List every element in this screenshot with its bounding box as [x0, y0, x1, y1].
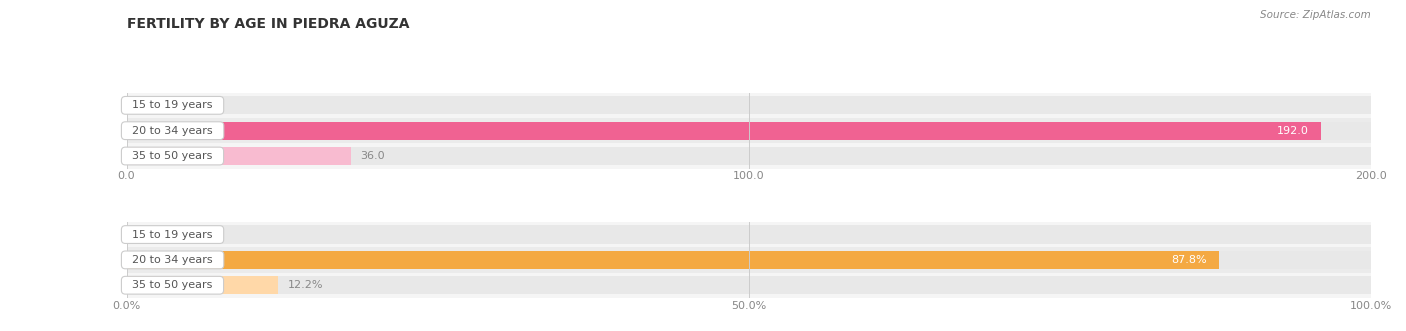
Bar — [127, 143, 1371, 169]
Bar — [127, 247, 1371, 272]
Bar — [127, 251, 1219, 269]
Text: 20 to 34 years: 20 to 34 years — [125, 255, 219, 265]
Bar — [127, 222, 1371, 247]
Text: 87.8%: 87.8% — [1171, 255, 1206, 265]
Bar — [127, 272, 1371, 298]
Bar — [127, 225, 1371, 244]
Bar — [127, 121, 1322, 140]
Bar — [127, 118, 1371, 143]
Bar — [127, 276, 278, 294]
Bar — [127, 93, 1371, 118]
Bar — [127, 251, 1371, 269]
Bar — [127, 276, 1371, 294]
Text: 0.0%: 0.0% — [136, 230, 165, 240]
Text: 15 to 19 years: 15 to 19 years — [125, 230, 219, 240]
Text: 36.0: 36.0 — [360, 151, 385, 161]
Text: 12.2%: 12.2% — [288, 280, 323, 290]
Bar — [127, 147, 1371, 165]
Text: 35 to 50 years: 35 to 50 years — [125, 151, 219, 161]
Bar — [127, 147, 350, 165]
Text: 192.0: 192.0 — [1277, 126, 1309, 136]
Text: 0.0: 0.0 — [136, 100, 155, 110]
Bar — [127, 121, 1371, 140]
Text: Source: ZipAtlas.com: Source: ZipAtlas.com — [1260, 10, 1371, 20]
Bar — [127, 96, 1371, 115]
Text: 20 to 34 years: 20 to 34 years — [125, 126, 219, 136]
Text: FERTILITY BY AGE IN PIEDRA AGUZA: FERTILITY BY AGE IN PIEDRA AGUZA — [127, 17, 409, 30]
Text: 35 to 50 years: 35 to 50 years — [125, 280, 219, 290]
Text: 15 to 19 years: 15 to 19 years — [125, 100, 219, 110]
